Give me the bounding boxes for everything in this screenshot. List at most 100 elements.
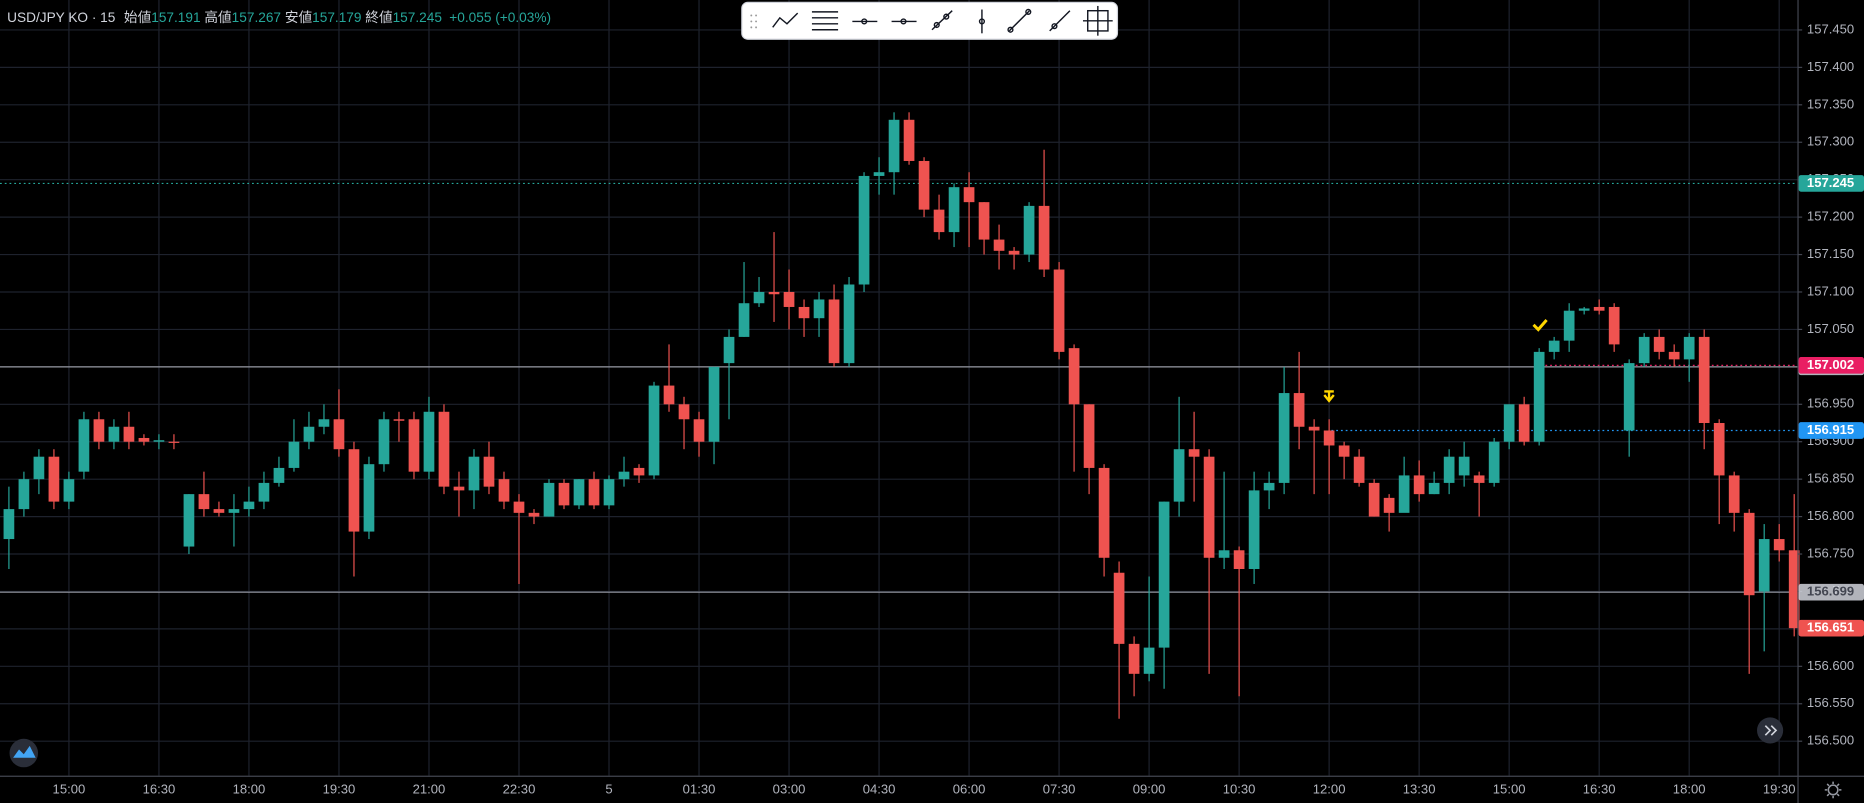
candle-body [1158,501,1170,648]
candle-body [1668,351,1680,360]
y-tick-label: 156.800 [1807,508,1854,523]
x-tick-label: 10:30 [1223,781,1256,796]
candle-body [33,456,45,480]
candle-body [1578,308,1590,311]
candle-body [1023,205,1035,255]
y-tick-label: 157.200 [1807,209,1854,224]
candle-body [558,482,570,506]
candle-body [1383,497,1395,513]
candle-body [1263,482,1275,491]
candle-body [333,419,345,450]
x-tick-label: 01:30 [683,781,716,796]
candle-body [933,209,945,233]
candle-body [1443,456,1455,483]
candle-body [453,486,465,491]
price-label: 156.915 [1807,422,1854,437]
candle-body [543,482,555,517]
candle-body [1338,445,1350,457]
candle-body [963,187,975,203]
candle-body [483,456,495,487]
candle-body [93,419,105,442]
price-label: 157.245 [1807,175,1854,190]
candle-body [18,479,30,510]
candle-body [1623,363,1635,431]
candle-body [843,284,855,364]
candle-body [768,291,780,295]
x-tick-label: 22:30 [503,781,536,796]
candle-body [738,303,750,337]
close-label: 終値 [365,9,393,24]
candle-body [1698,336,1710,424]
tool-hline[interactable] [852,18,878,25]
tool-extended[interactable] [1049,10,1071,32]
candles [3,112,1800,719]
candle-body [468,456,480,491]
tool-trend[interactable] [772,12,799,28]
candle-body [1728,475,1740,513]
candle-body [903,119,915,161]
x-tick-label: 21:00 [413,781,446,796]
candle-body [1128,643,1140,674]
candle-body [1638,336,1650,364]
logo-button[interactable] [9,738,39,768]
candle-body [3,509,15,540]
candle-body [1068,348,1080,405]
scroll-to-latest[interactable] [1757,717,1784,744]
candle-body [408,419,420,472]
candle-body [723,336,735,364]
x-tick-label: 04:30 [863,781,896,796]
candle-body [1398,475,1410,513]
y-tick-label: 157.350 [1807,96,1854,111]
x-tick-label: 19:30 [323,781,356,796]
x-tick-label: 03:00 [773,781,806,796]
x-tick-label: 12:00 [1313,781,1346,796]
price-label: 156.699 [1807,584,1854,599]
tool-line[interactable] [1007,8,1032,33]
candle-body [648,385,660,476]
candle-body [813,299,825,319]
y-tick-label: 157.150 [1807,246,1854,261]
open-value: 157.191 [151,9,200,24]
candle-body [753,291,765,304]
candle-body [678,404,690,420]
tool-crosshair[interactable] [1082,5,1113,36]
tool-fib[interactable] [811,11,839,31]
open-label: 始値 [124,9,152,24]
y-tick-label: 156.850 [1807,471,1854,486]
candle-body [348,449,360,532]
tool-hray[interactable] [891,18,917,25]
tool-vline[interactable] [978,9,986,34]
candle-body [63,479,75,502]
x-tick-label: 19:30 [1763,781,1796,796]
low-value: 157.179 [312,9,361,24]
candle-body [1593,306,1605,311]
y-tick-label: 157.050 [1807,321,1854,336]
grid [0,0,1798,776]
candle-body [828,299,840,364]
candle-body [1368,482,1380,517]
candle-body [948,187,960,233]
candle-body [378,419,390,465]
settings-button[interactable] [1824,781,1842,799]
candle-body [1608,306,1620,345]
candle-body [48,456,60,502]
candle-body [1173,449,1185,502]
candle-body [1758,539,1770,592]
drag-handle[interactable] [750,14,758,29]
candle-body [993,239,1005,251]
candle-body [1683,336,1695,360]
candle-body [1308,426,1320,431]
candle-body [1533,351,1545,442]
candle-body [1323,430,1335,446]
symbol: USD/JPY KO · 15 [7,9,116,24]
price-label-bg [1798,619,1864,637]
x-tick-label: 5 [605,781,612,796]
candle-body [1713,423,1725,476]
high-label: 高値 [204,8,232,24]
candle-body [573,479,585,506]
x-tick-label: 15:00 [1493,781,1526,796]
tool-ray[interactable] [931,10,953,31]
candle-body [498,479,510,502]
candle-body [888,119,900,173]
